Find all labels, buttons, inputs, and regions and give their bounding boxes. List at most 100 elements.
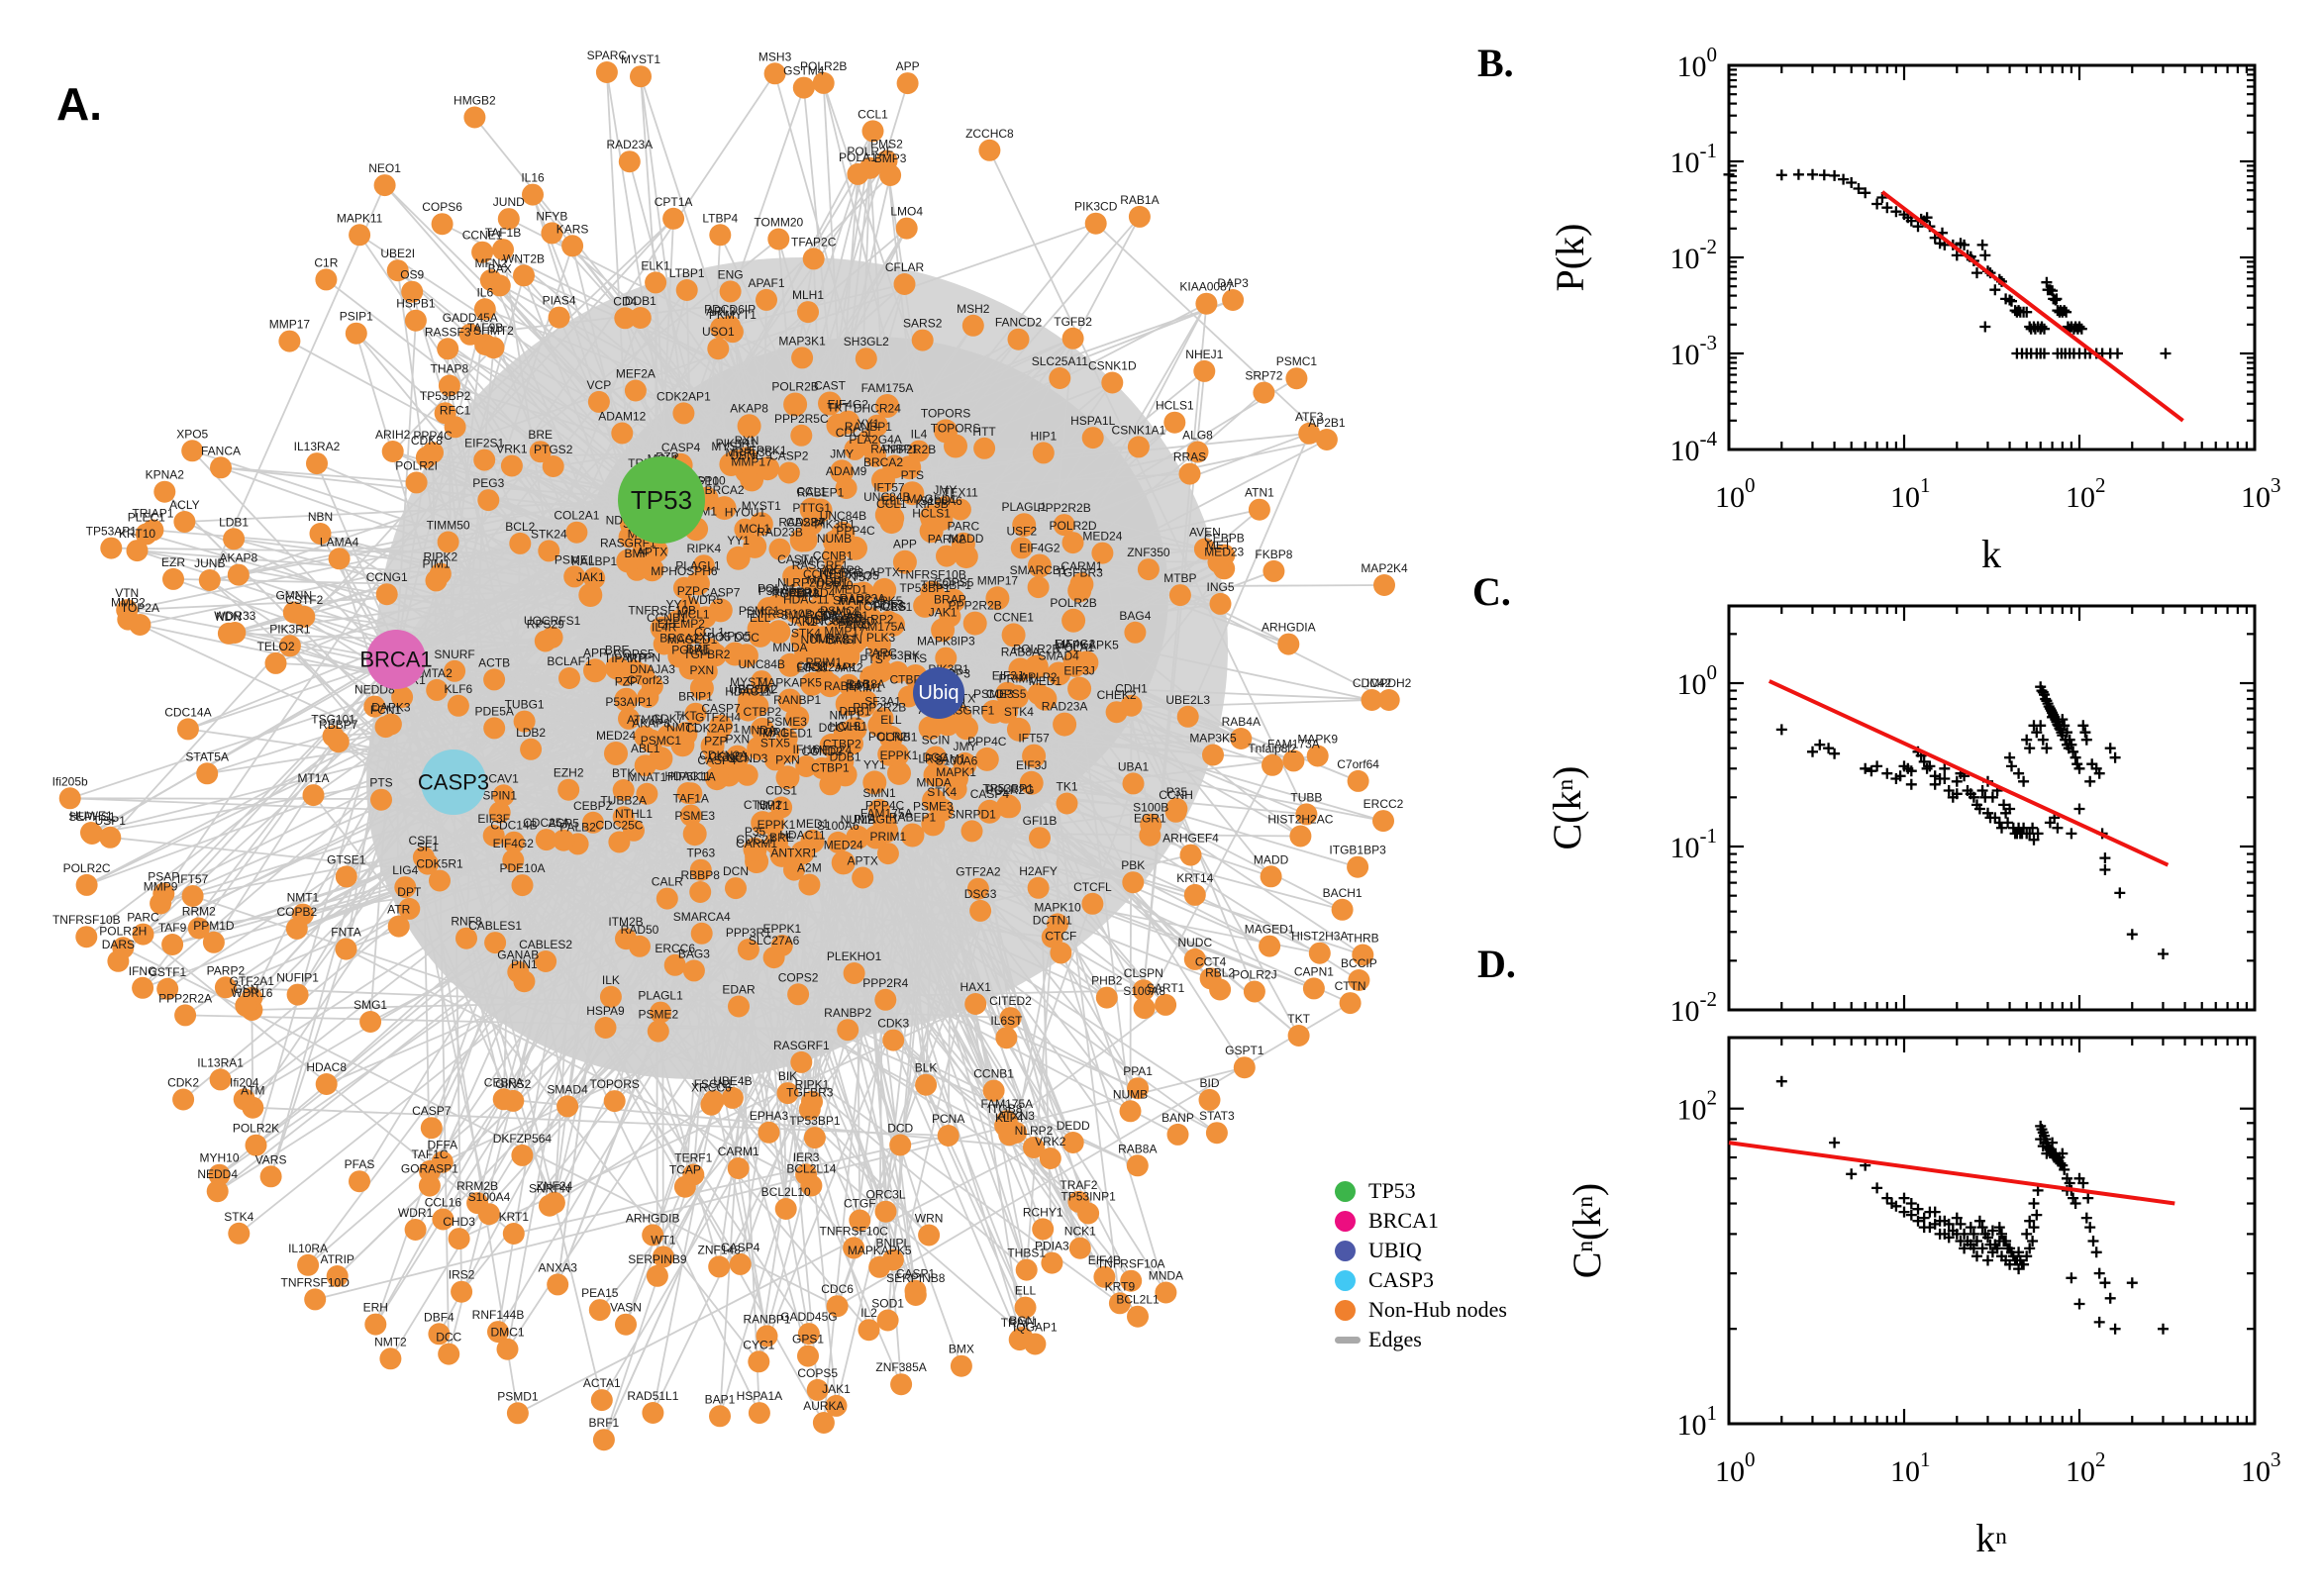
network-node <box>181 885 204 907</box>
network-node <box>1298 422 1321 445</box>
network-node-label: SMARCB1 <box>1010 563 1067 577</box>
network-node-label: AKAP8 <box>632 717 670 731</box>
network-node-label: CDC27 <box>736 833 775 847</box>
network-node-label: RIPK1 <box>795 1078 830 1092</box>
network-node <box>806 1378 829 1401</box>
network-node-label: KARS <box>556 222 589 236</box>
network-node <box>777 652 802 677</box>
network-edge <box>314 1066 1246 1301</box>
network-node-label: YY1 <box>727 534 750 548</box>
network-node-label: PSMC1 <box>641 734 682 748</box>
network-edge <box>787 131 874 473</box>
network-node-label: P53AIP1 <box>605 695 653 709</box>
network-node <box>405 471 428 494</box>
network-edge <box>1072 620 1300 1037</box>
network-node <box>492 239 514 261</box>
network-node-label: MAGED1 <box>762 727 813 741</box>
network-node-label: PDIA3 <box>1035 1240 1069 1253</box>
network-node <box>889 1134 912 1156</box>
network-node-label: BCL2L10 <box>761 1185 811 1199</box>
network-node <box>936 545 958 567</box>
network-node-label: GTF2A1 <box>230 974 275 988</box>
network-node <box>996 794 1021 819</box>
network-edge <box>719 692 940 1417</box>
network-node <box>173 511 196 533</box>
network-node <box>1133 997 1156 1020</box>
network-node <box>75 873 98 896</box>
network-node <box>1222 289 1245 311</box>
network-node-label: POLR2F <box>847 145 893 158</box>
network-node-label: IL16 <box>521 171 545 185</box>
network-node-label: HTT <box>972 425 996 439</box>
network-node <box>304 1288 327 1311</box>
network-node-label: TUBB2A <box>600 793 647 807</box>
network-node <box>692 554 715 577</box>
network-node-label: BRE <box>528 428 553 442</box>
network-node-label: ELK1 <box>641 258 670 272</box>
network-node-label: TP53INP1 <box>1060 1190 1116 1204</box>
network-node <box>492 784 515 807</box>
network-node-label: PTS <box>369 776 392 790</box>
network-node-label: DNAJA3 <box>630 662 675 676</box>
network-edge <box>395 640 681 660</box>
network-node-label: IL6ST <box>990 1014 1023 1028</box>
network-node-label: APP <box>893 538 917 551</box>
network-node <box>622 659 647 684</box>
network-node-label: RAD23A <box>1042 700 1088 714</box>
network-edge <box>506 692 940 1350</box>
network-node <box>502 1223 525 1245</box>
network-node <box>150 892 172 915</box>
hub-node-label: Ubiq <box>918 682 959 704</box>
network-edge <box>512 859 1121 1305</box>
network-node-label: PZP <box>677 584 700 598</box>
network-node <box>483 668 506 691</box>
network-node-label: PKMYT1 <box>709 308 757 322</box>
network-edge <box>637 568 1149 571</box>
network-edge <box>758 748 819 1390</box>
network-node <box>477 489 500 512</box>
network-node <box>750 717 774 742</box>
network-node-label: IMPDH2 <box>1366 676 1412 690</box>
network-node-label: THAP8 <box>431 362 469 376</box>
network-node-label: UBA1 <box>1118 759 1150 773</box>
network-edge <box>395 523 633 660</box>
network-node <box>80 822 102 844</box>
network-node-label: FANCD2 <box>995 316 1043 330</box>
network-node <box>1120 694 1143 717</box>
network-node <box>748 623 772 648</box>
network-node-label: ERCC6 <box>655 942 695 955</box>
network-node <box>1006 717 1031 742</box>
network-node-label: BMF <box>625 547 650 560</box>
network-node-label: BCCIP <box>1341 956 1377 970</box>
network-node <box>709 224 732 247</box>
network-node-label: DCD <box>887 1122 913 1136</box>
network-node-label: GMNN <box>275 589 312 603</box>
network-edge <box>1095 223 1328 441</box>
network-node <box>955 716 978 741</box>
network-node-label: CSTF1 <box>149 965 186 979</box>
network-node <box>797 1345 819 1367</box>
network-edge <box>395 658 703 935</box>
network-node-label: ITGB1BP3 <box>1329 844 1386 857</box>
network-node-label: WT1 <box>651 1233 676 1247</box>
network-node-label: JMY <box>798 554 822 568</box>
network-node-label: ARHGEF4 <box>1162 832 1219 846</box>
network-node-label: HDAC11 <box>779 828 826 842</box>
network-node-label: PPP3R1 <box>726 926 771 940</box>
network-node <box>930 798 955 822</box>
network-node-label: TGFBR2 <box>683 648 731 661</box>
network-node <box>187 917 210 940</box>
network-node <box>966 877 989 900</box>
network-node <box>391 686 414 709</box>
fit-line <box>1880 190 2184 423</box>
network-node <box>703 643 727 667</box>
network-node-label: HIP1 <box>1030 429 1057 443</box>
network-node-label: IFNG <box>129 964 157 978</box>
network-node-label: ATF3 <box>1295 410 1324 424</box>
network-node-label: EIF2S1 <box>464 437 504 450</box>
network-node-label: KPNA2 <box>146 468 185 482</box>
network-node <box>867 713 892 738</box>
network-node <box>748 1350 770 1373</box>
network-edge <box>517 1147 1035 1415</box>
network-node <box>712 496 737 521</box>
